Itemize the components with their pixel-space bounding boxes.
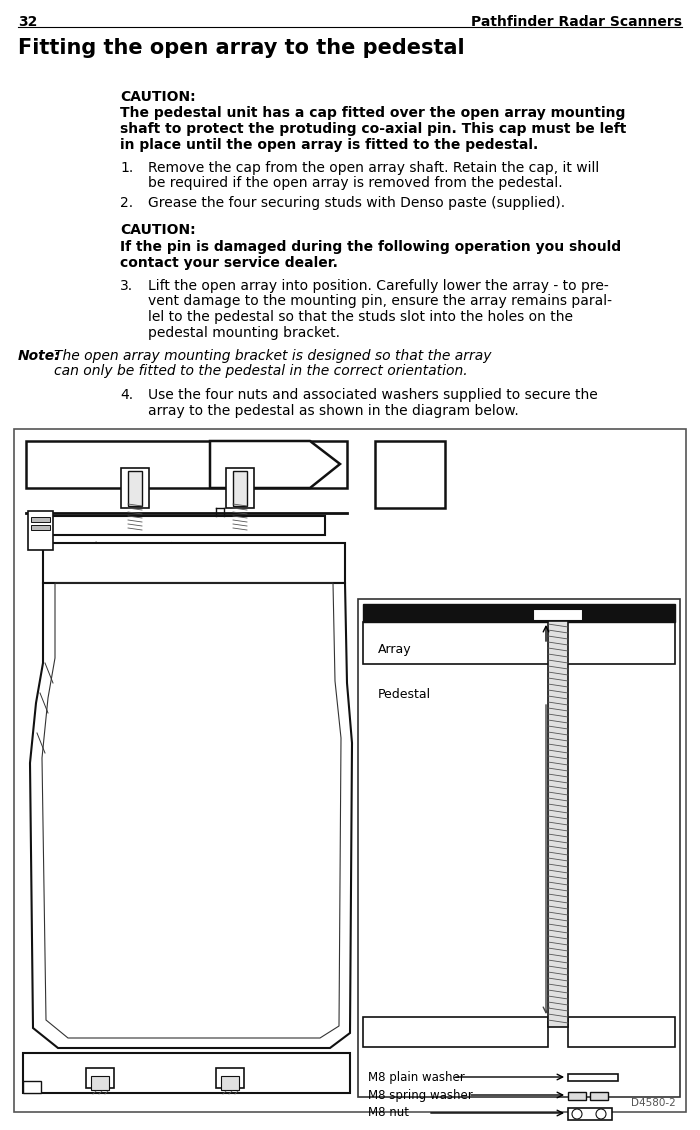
Text: Grease the four securing studs with Denso paste (supplied).: Grease the four securing studs with Dens…	[148, 195, 565, 210]
Bar	[533, 609, 583, 622]
Bar	[28, 511, 53, 550]
Text: 4.: 4.	[120, 388, 133, 402]
Bar	[375, 441, 445, 508]
Text: The pedestal unit has a cap fitted over the open array mounting: The pedestal unit has a cap fitted over …	[120, 106, 625, 121]
Bar	[233, 471, 247, 506]
Polygon shape	[210, 441, 340, 488]
Bar	[358, 599, 680, 1097]
Text: CAUTION:: CAUTION:	[120, 224, 195, 237]
Text: Note:: Note:	[18, 349, 61, 363]
Text: 32: 32	[18, 15, 37, 29]
Circle shape	[572, 1109, 582, 1119]
Bar	[226, 468, 254, 508]
Bar	[568, 1109, 612, 1120]
Bar	[363, 1017, 548, 1048]
Bar	[221, 1076, 239, 1090]
Bar	[26, 441, 347, 488]
Text: Fitting the open array to the pedestal: Fitting the open array to the pedestal	[18, 38, 465, 58]
Bar	[216, 1068, 244, 1088]
Bar	[91, 1076, 109, 1090]
Text: be required if the open array is removed from the pedestal.: be required if the open array is removed…	[148, 176, 563, 191]
Bar	[128, 471, 142, 506]
Bar	[86, 1068, 114, 1088]
Bar	[23, 1081, 41, 1093]
Text: vent damage to the mounting pin, ensure the array remains paral-: vent damage to the mounting pin, ensure …	[148, 295, 612, 308]
Bar	[48, 516, 325, 534]
Text: If the pin is damaged during the following operation you should: If the pin is damaged during the followi…	[120, 240, 621, 254]
Text: pedestal mounting bracket.: pedestal mounting bracket.	[148, 325, 340, 339]
Text: Lift the open array into position. Carefully lower the array - to pre-: Lift the open array into position. Caref…	[148, 279, 609, 293]
Text: The open array mounting bracket is designed so that the array: The open array mounting bracket is desig…	[54, 349, 491, 363]
Bar	[363, 605, 675, 622]
Text: Array: Array	[378, 643, 412, 655]
Bar	[568, 1074, 618, 1081]
Text: Pedestal: Pedestal	[378, 687, 431, 701]
Text: M8 nut: M8 nut	[368, 1106, 409, 1120]
Text: 1.: 1.	[120, 160, 133, 175]
Text: M8 spring washer: M8 spring washer	[368, 1088, 472, 1102]
Bar	[121, 468, 149, 508]
Bar	[363, 622, 675, 664]
Text: 3.: 3.	[120, 279, 133, 293]
Text: can only be fitted to the pedestal in the correct orientation.: can only be fitted to the pedestal in th…	[54, 365, 468, 379]
Bar	[568, 1017, 675, 1048]
Bar	[23, 1053, 350, 1093]
Bar	[568, 1092, 586, 1099]
Bar	[590, 1092, 608, 1099]
Text: Remove the cap from the open array shaft. Retain the cap, it will: Remove the cap from the open array shaft…	[148, 160, 599, 175]
Text: D4580-2: D4580-2	[631, 1098, 676, 1109]
Bar	[31, 518, 50, 522]
Text: contact your service dealer.: contact your service dealer.	[120, 255, 338, 269]
Text: Use the four nuts and associated washers supplied to secure the: Use the four nuts and associated washers…	[148, 388, 598, 402]
Text: CAUTION:: CAUTION:	[120, 90, 195, 104]
Text: 2.: 2.	[120, 195, 133, 210]
Polygon shape	[30, 583, 352, 1048]
Bar	[43, 544, 345, 583]
Text: in place until the open array is fitted to the pedestal.: in place until the open array is fitted …	[120, 138, 538, 151]
Bar	[18, 433, 355, 1109]
Bar	[14, 429, 686, 1112]
Text: lel to the pedestal so that the studs slot into the holes on the: lel to the pedestal so that the studs sl…	[148, 310, 573, 324]
Text: Pathfinder Radar Scanners: Pathfinder Radar Scanners	[471, 15, 682, 29]
Bar	[548, 622, 568, 1027]
Text: array to the pedestal as shown in the diagram below.: array to the pedestal as shown in the di…	[148, 403, 519, 417]
Circle shape	[596, 1109, 606, 1119]
Text: M8 plain washer: M8 plain washer	[368, 1070, 465, 1084]
Text: shaft to protect the protuding co-axial pin. This cap must be left: shaft to protect the protuding co-axial …	[120, 122, 626, 136]
Bar	[31, 525, 50, 530]
